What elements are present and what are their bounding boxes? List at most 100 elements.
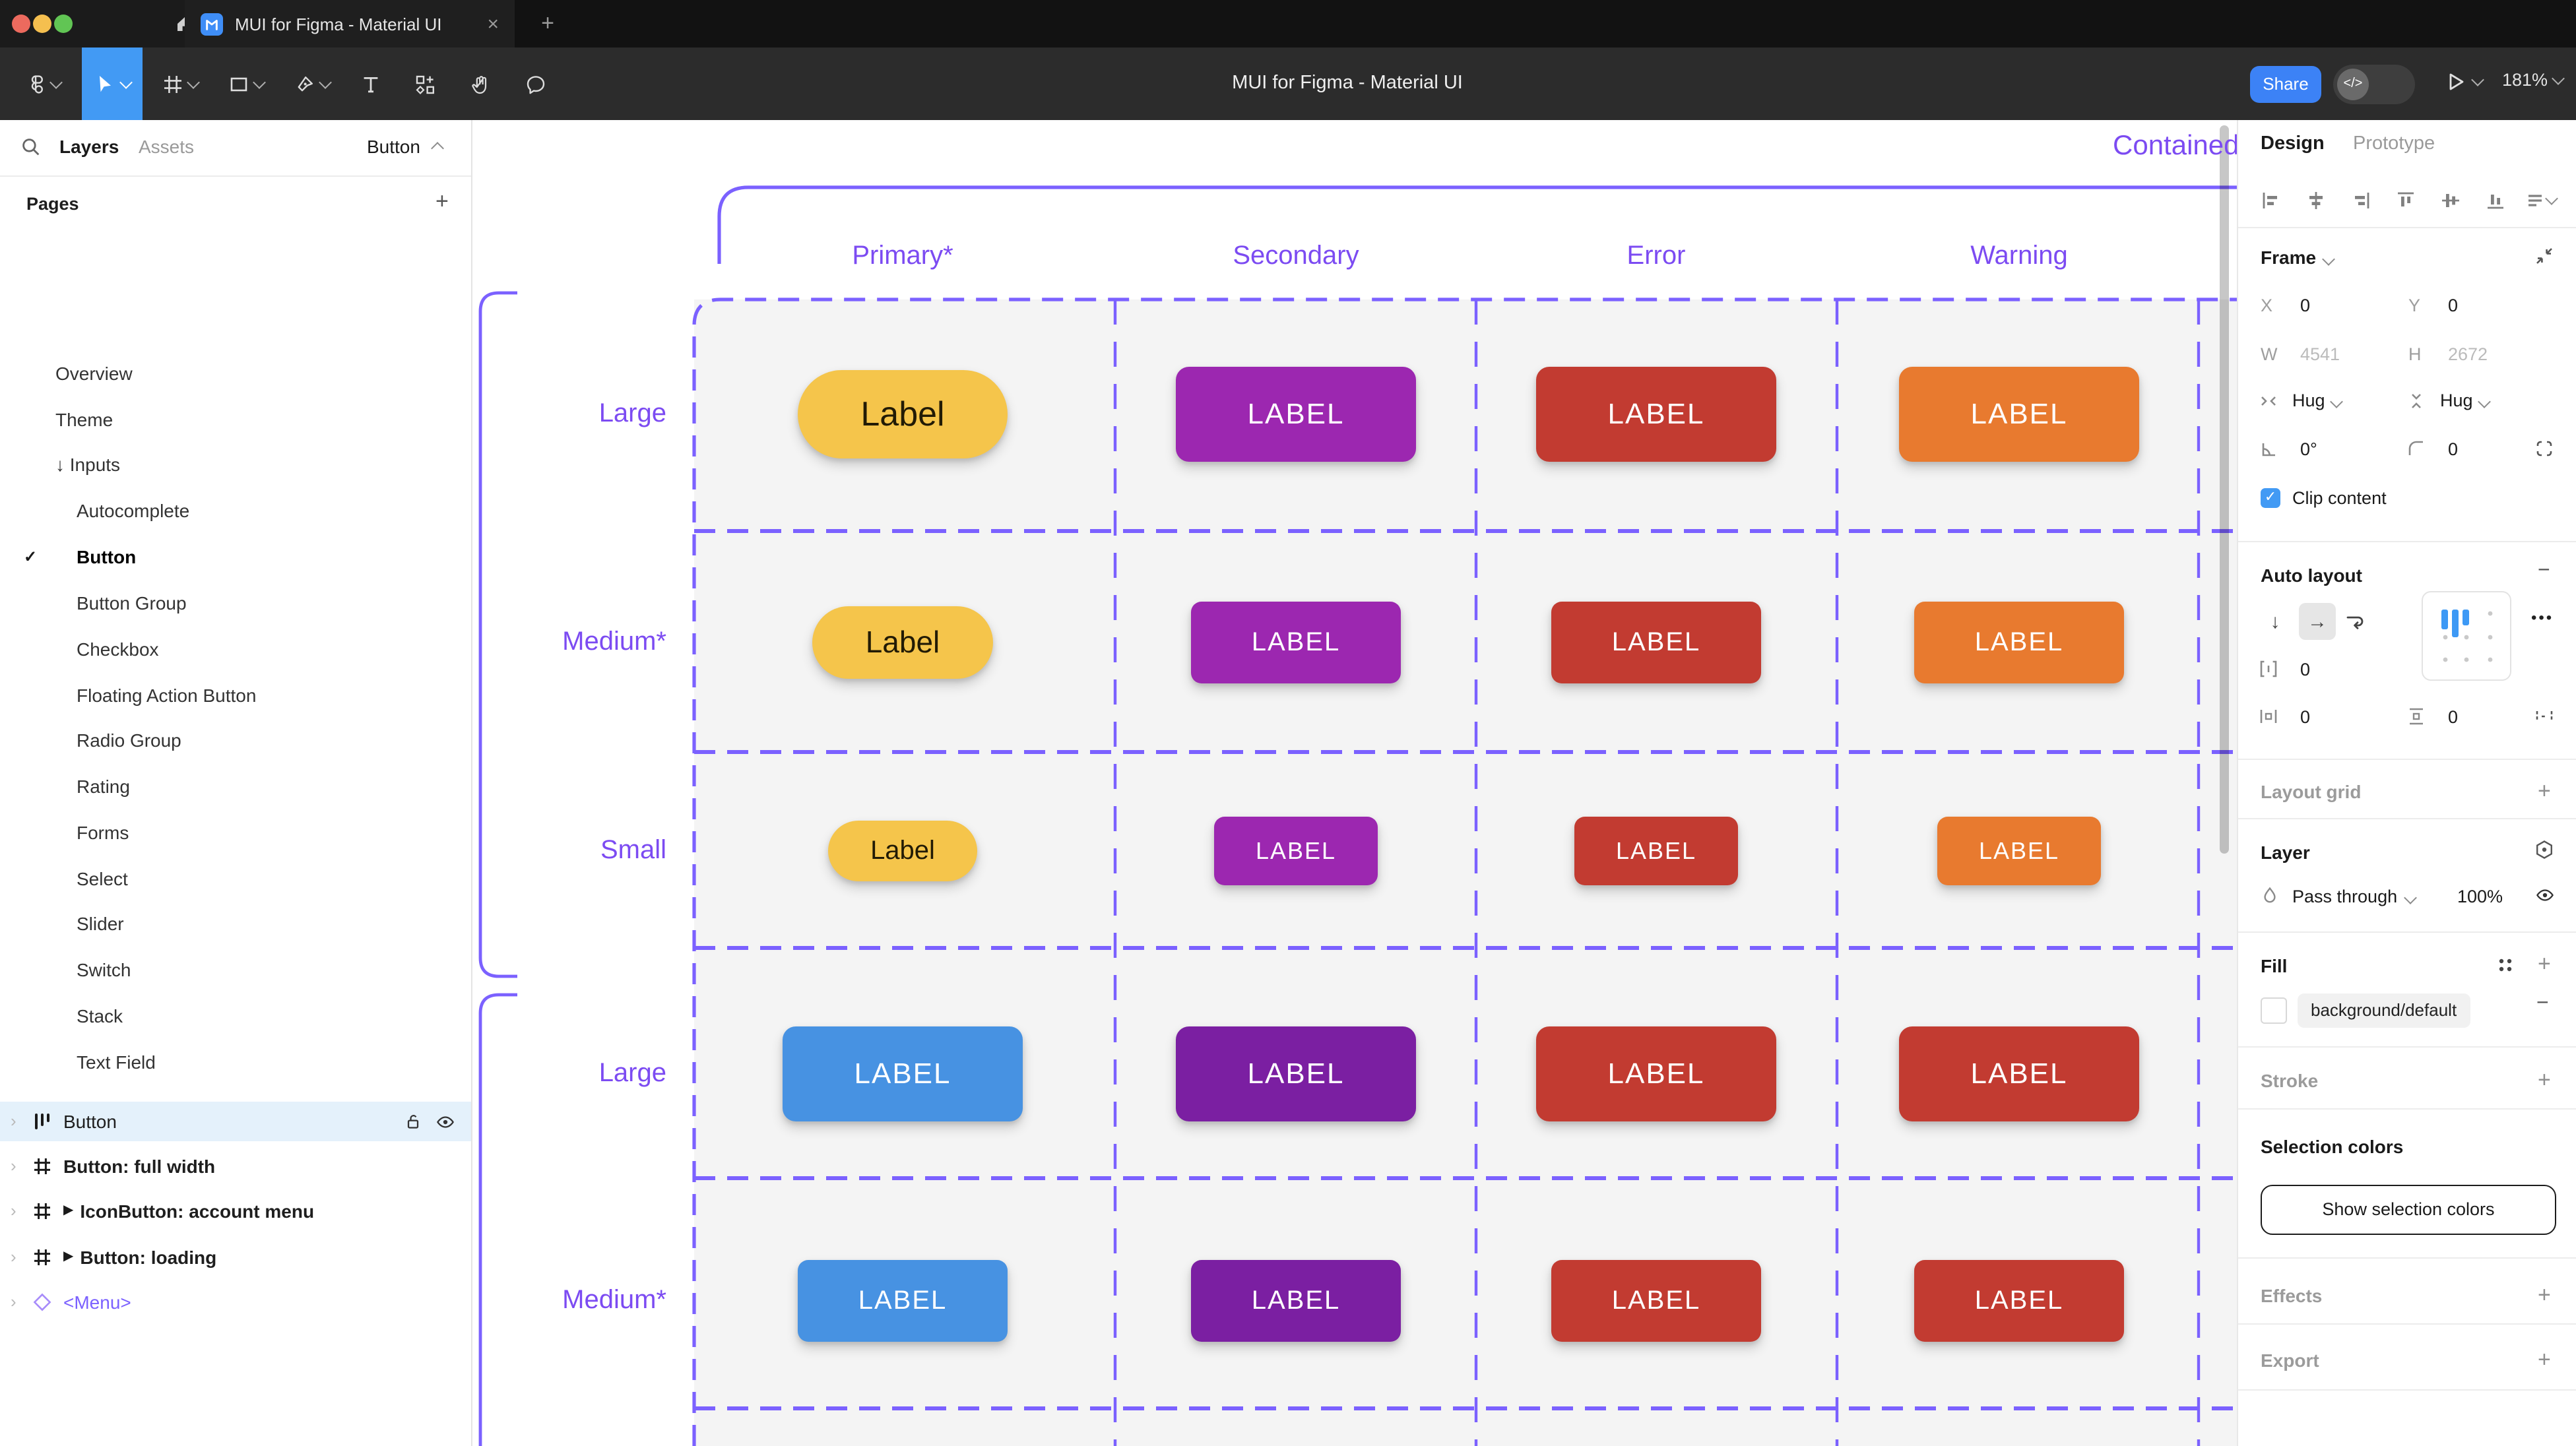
zoom-menu[interactable]: 181% — [2502, 70, 2564, 90]
button-medium-default-error[interactable]: LABEL — [1551, 1260, 1761, 1342]
hug-horizontal-dropdown[interactable]: Hug — [2292, 391, 2343, 410]
button-medium-secondary[interactable]: LABEL — [1191, 602, 1401, 683]
button-small-secondary[interactable]: LABEL — [1214, 817, 1378, 885]
sidebar-page-theme[interactable]: Theme — [55, 409, 113, 430]
horizontal-padding-input[interactable]: 0 — [2300, 707, 2311, 727]
gap-input[interactable]: 0 — [2300, 660, 2311, 679]
add-effect-button[interactable]: + — [2538, 1282, 2551, 1307]
button-medium-primary[interactable]: Label — [812, 606, 993, 679]
fill-token-chip[interactable]: background/default — [2298, 993, 2470, 1028]
tab-assets[interactable]: Assets — [139, 136, 195, 157]
expand-chevron-icon[interactable]: › — [11, 1292, 16, 1311]
sidebar-page-select[interactable]: Select — [77, 868, 128, 889]
button-large-primary[interactable]: Label — [798, 370, 1008, 458]
fill-color-swatch[interactable] — [2261, 997, 2287, 1024]
align-left-icon[interactable] — [2261, 190, 2282, 211]
button-large-default-warning[interactable]: LABEL — [1899, 1026, 2139, 1121]
auto-layout-alignment-widget[interactable] — [2422, 591, 2511, 681]
button-large-secondary[interactable]: LABEL — [1176, 367, 1416, 462]
show-selection-colors-button[interactable]: Show selection colors — [2261, 1185, 2556, 1235]
button-medium-warning[interactable]: LABEL — [1914, 602, 2124, 683]
rotation-input[interactable]: 0° — [2300, 439, 2317, 459]
sidebar-page-slider[interactable]: Slider — [77, 913, 124, 934]
align-top-icon[interactable] — [2395, 190, 2416, 211]
align-bottom-icon[interactable] — [2485, 190, 2506, 211]
window-close-button[interactable] — [12, 15, 30, 33]
resources-tool-button[interactable] — [404, 47, 446, 120]
corner-radius-input[interactable]: 0 — [2448, 439, 2459, 459]
layer-row-button[interactable]: › Button — [0, 1102, 471, 1141]
expand-chevron-icon[interactable]: › — [11, 1247, 16, 1267]
collapse-panel-icon[interactable] — [2534, 245, 2555, 267]
canvas[interactable]: Contained Primary* Secondary Error Warni… — [472, 120, 2237, 1446]
layer-visibility-eye-icon[interactable] — [2535, 885, 2555, 905]
sidebar-page-switch[interactable]: Switch — [77, 959, 131, 980]
remove-auto-layout-button[interactable]: − — [2538, 559, 2550, 582]
button-medium-default-warning[interactable]: LABEL — [1914, 1260, 2124, 1342]
button-medium-default-secondary[interactable]: LABEL — [1191, 1260, 1401, 1342]
sidebar-page-inputs[interactable]: ↓ Inputs — [55, 454, 121, 475]
move-tool-button[interactable] — [82, 47, 143, 120]
add-stroke-button[interactable]: + — [2538, 1067, 2551, 1092]
tab-design[interactable]: Design — [2261, 133, 2325, 154]
auto-layout-horizontal-button[interactable]: → — [2299, 603, 2336, 640]
layer-row-iconbutton-account-menu[interactable]: › ▶ IconButton: account menu — [0, 1190, 471, 1232]
page-indicator[interactable]: Button — [367, 136, 445, 157]
add-export-button[interactable]: + — [2538, 1347, 2551, 1372]
width-input[interactable]: 4541 — [2300, 344, 2340, 364]
dev-mode-toggle[interactable]: </> — [2333, 65, 2415, 104]
share-button[interactable]: Share — [2250, 66, 2321, 103]
align-horizontal-center-icon[interactable] — [2305, 190, 2327, 211]
x-input[interactable]: 0 — [2300, 296, 2311, 315]
main-menu-button[interactable] — [18, 47, 66, 120]
vertical-padding-input[interactable]: 0 — [2448, 707, 2459, 727]
button-large-warning[interactable]: LABEL — [1899, 367, 2139, 462]
button-large-default-error[interactable]: LABEL — [1536, 1026, 1776, 1121]
expand-chevron-icon[interactable]: › — [11, 1111, 16, 1131]
y-input[interactable]: 0 — [2448, 296, 2459, 315]
frame-title[interactable]: Contained — [2113, 131, 2237, 161]
distribute-menu[interactable] — [2525, 190, 2558, 211]
tab-prototype[interactable]: Prototype — [2353, 133, 2435, 154]
add-fill-button[interactable]: + — [2538, 951, 2551, 976]
sidebar-page-autocomplete[interactable]: Autocomplete — [77, 500, 190, 521]
add-page-button[interactable]: + — [435, 189, 449, 214]
clip-content-checkbox[interactable]: ✓ — [2261, 488, 2280, 508]
align-vertical-center-icon[interactable] — [2440, 190, 2461, 211]
sidebar-page-checkbox[interactable]: Checkbox — [77, 639, 159, 660]
expand-chevron-icon[interactable]: › — [11, 1156, 16, 1176]
button-medium-default-primary[interactable]: LABEL — [798, 1260, 1008, 1342]
button-medium-error[interactable]: LABEL — [1551, 602, 1761, 683]
sidebar-page-text-field[interactable]: Text Field — [77, 1052, 156, 1073]
auto-layout-wrap-button[interactable] — [2344, 611, 2366, 633]
button-large-default-secondary[interactable]: LABEL — [1176, 1026, 1416, 1121]
button-large-default-primary[interactable]: LABEL — [783, 1026, 1023, 1121]
pen-tool-button[interactable] — [288, 47, 335, 120]
tab-close-icon[interactable]: × — [487, 13, 499, 35]
layer-row-menu-instance[interactable]: › <Menu> — [0, 1281, 471, 1323]
sidebar-page-rating[interactable]: Rating — [77, 776, 130, 797]
tab-layers[interactable]: Layers — [59, 136, 119, 157]
present-button[interactable] — [2444, 70, 2484, 94]
window-minimize-button[interactable] — [33, 15, 51, 33]
button-small-warning[interactable]: LABEL — [1937, 817, 2101, 885]
blend-mode-dropdown[interactable]: Pass through — [2292, 887, 2417, 906]
new-tab-button[interactable]: + — [541, 11, 554, 36]
button-small-error[interactable]: LABEL — [1574, 817, 1738, 885]
auto-layout-more-options[interactable]: ••• — [2531, 608, 2554, 627]
opacity-input[interactable]: 100% — [2457, 887, 2503, 906]
shape-tool-button[interactable] — [222, 47, 269, 120]
auto-layout-vertical-button[interactable]: ↓ — [2270, 610, 2280, 633]
hug-vertical-dropdown[interactable]: Hug — [2440, 391, 2491, 410]
add-layout-grid-button[interactable]: + — [2538, 778, 2551, 803]
align-right-icon[interactable] — [2350, 190, 2371, 211]
height-input[interactable]: 2672 — [2448, 344, 2488, 364]
button-small-primary[interactable]: Label — [828, 821, 977, 881]
visibility-eye-icon[interactable] — [435, 1112, 455, 1131]
frame-section-header[interactable]: Frame — [2261, 247, 2335, 268]
sidebar-page-fab[interactable]: Floating Action Button — [77, 685, 257, 706]
file-tab[interactable]: MUI for Figma - Material UI × — [185, 0, 515, 47]
sidebar-page-button-group[interactable]: Button Group — [77, 592, 187, 613]
expand-chevron-icon[interactable]: › — [11, 1201, 16, 1220]
window-zoom-button[interactable] — [54, 15, 73, 33]
